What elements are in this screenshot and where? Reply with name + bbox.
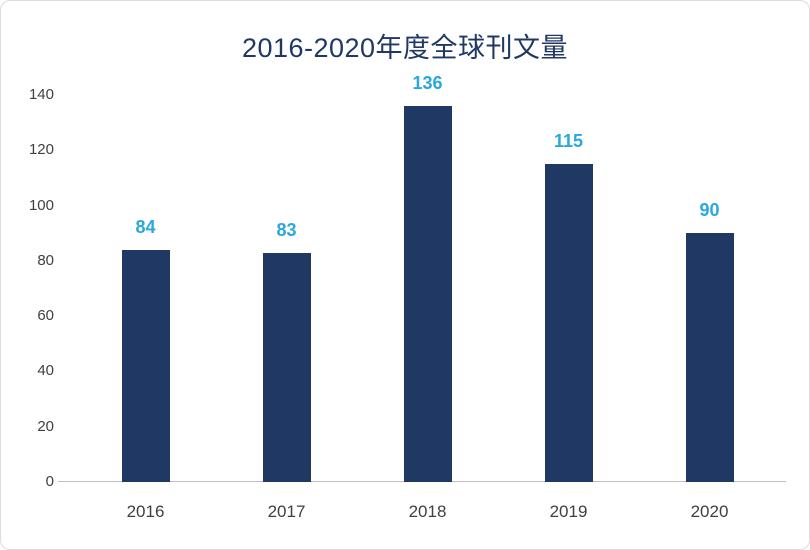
bar-2018 — [403, 106, 452, 482]
chart-title: 2016-2020年度全球刊文量 — [241, 33, 569, 63]
bar-value-label: 136 — [412, 73, 443, 94]
bar-group: 83 2017 — [216, 95, 357, 521]
y-tick-label: 40 — [37, 362, 54, 380]
y-tick-label: 60 — [37, 307, 54, 325]
bar-value-label: 83 — [276, 219, 297, 240]
bar-value-label: 90 — [699, 200, 720, 221]
bar-value-label: 115 — [553, 131, 584, 152]
bar-2017 — [262, 252, 311, 482]
y-tick-label: 80 — [37, 251, 54, 269]
bar-group: 136 2018 — [357, 74, 498, 521]
x-tick-label: 2020 — [690, 502, 729, 521]
y-tick-label: 100 — [28, 196, 54, 214]
bar-group: 115 2019 — [498, 95, 639, 521]
bar-2016 — [121, 249, 170, 482]
x-tick-label: 2016 — [126, 502, 165, 521]
plot-area: 84 2016 83 2017 136 2018 115 2019 90 2020 — [58, 74, 786, 521]
y-tick-label: 20 — [37, 417, 54, 435]
bar-value-label: 84 — [135, 216, 156, 237]
y-tick-label: 0 — [45, 473, 54, 490]
x-tick-label: 2017 — [267, 502, 306, 521]
x-tick-label: 2018 — [408, 502, 447, 521]
x-tick-label: 2019 — [549, 502, 588, 521]
bar-2019 — [544, 164, 593, 482]
y-tick-label: 120 — [28, 141, 54, 159]
bar-group: 84 2016 — [75, 95, 216, 521]
bar-2020 — [685, 233, 734, 482]
bar-group: 90 2020 — [639, 95, 780, 521]
y-axis: 0 20 40 60 80 100 120 140 — [18, 86, 54, 490]
y-tick-label: 140 — [28, 86, 54, 103]
